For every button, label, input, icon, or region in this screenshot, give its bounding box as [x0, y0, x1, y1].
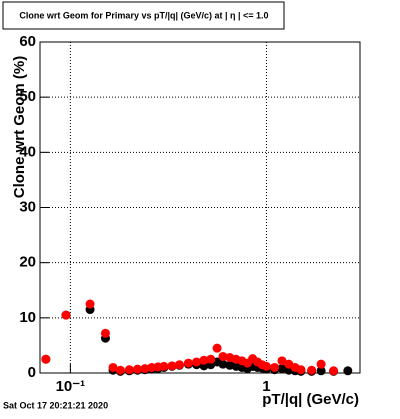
y-tick-label: 30 [19, 198, 36, 215]
y-tick-label: 10 [19, 309, 36, 326]
marker [307, 365, 317, 375]
x-tick-label: 1 [262, 378, 270, 395]
y-axis-label: Clone wrt Geom (%) [11, 56, 28, 199]
marker [100, 328, 110, 338]
marker [296, 365, 306, 375]
y-tick-label: 50 [19, 88, 36, 105]
marker [277, 356, 287, 366]
marker [115, 365, 125, 375]
marker [261, 361, 271, 371]
marker [316, 359, 326, 369]
y-tick-label: 60 [19, 33, 36, 50]
marker [192, 357, 202, 367]
marker [85, 299, 95, 309]
marker [61, 310, 71, 320]
marker [218, 359, 228, 369]
marker [316, 366, 326, 376]
marker [183, 358, 193, 368]
marker [167, 361, 177, 371]
marker [41, 354, 51, 364]
marker [133, 364, 143, 374]
chart-title: Clone wrt Geom for Primary vs pT/|q| (Ge… [19, 10, 268, 20]
marker [277, 364, 287, 374]
marker [174, 360, 184, 370]
marker [270, 362, 280, 372]
marker [212, 343, 222, 353]
marker [199, 355, 209, 365]
marker [124, 365, 134, 375]
marker [159, 361, 169, 371]
y-tick-label: 20 [19, 254, 36, 271]
x-tick-label: 10⁻¹ [56, 378, 86, 395]
marker [206, 354, 216, 364]
marker [218, 351, 228, 361]
footer: Sat Oct 17 20:21:21 2020 [3, 400, 108, 410]
marker [329, 366, 339, 376]
marker [140, 364, 150, 374]
x-axis-label: pT/|q| (GeV/c) [262, 391, 359, 408]
marker [343, 366, 353, 376]
title-box [2, 1, 285, 30]
y-tick-label: 0 [28, 364, 36, 381]
y-tick-label: 40 [19, 143, 36, 160]
marker [108, 362, 118, 372]
